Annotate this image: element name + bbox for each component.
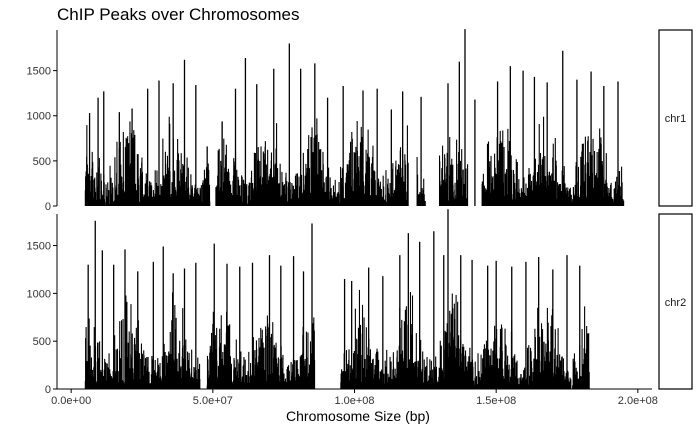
y-tick-label-chr1-1000: 1000 [27, 111, 51, 123]
y-tick-label-chr2-500: 500 [33, 336, 51, 348]
x-tick-label-3: 1.5e+08 [476, 395, 516, 407]
peak-noise-chr2 [84, 289, 591, 389]
y-tick-label-chr2-1000: 1000 [27, 288, 51, 300]
peak-noise-chr1 [84, 116, 625, 206]
strip-box-chr1 [658, 29, 693, 207]
panel-chr2: 0 500 1000 1500 [27, 209, 591, 396]
x-tick-label-2: 1.0e+08 [334, 395, 374, 407]
x-axis: 0.0e+00 5.0e+07 1.0e+08 1.5e+08 2.0e+08 [51, 388, 658, 407]
y-tick-label-chr2-1500: 1500 [27, 241, 51, 253]
strip-label-chr1: chr1 [665, 113, 686, 125]
x-tick-label-1: 5.0e+07 [193, 395, 233, 407]
x-tick-label-0: 0.0e+00 [51, 395, 91, 407]
y-tick-label-chr2-0: 0 [45, 384, 51, 396]
strip-chr1: chr1 [658, 29, 693, 207]
y-tick-label-chr1-0: 0 [45, 201, 51, 213]
strip-chr2: chr2 [658, 213, 693, 390]
panel-chr1: 0 500 1000 1500 [27, 29, 625, 213]
strip-label-chr2: chr2 [665, 297, 686, 309]
x-tick-label-4: 2.0e+08 [618, 395, 658, 407]
y-tick-label-chr1-1500: 1500 [27, 66, 51, 78]
x-axis-title: Chromosome Size (bp) [286, 408, 430, 424]
strip-box-chr2 [658, 213, 693, 390]
chart-title: ChIP Peaks over Chromosomes [57, 5, 300, 24]
y-tick-label-chr1-500: 500 [33, 156, 51, 168]
